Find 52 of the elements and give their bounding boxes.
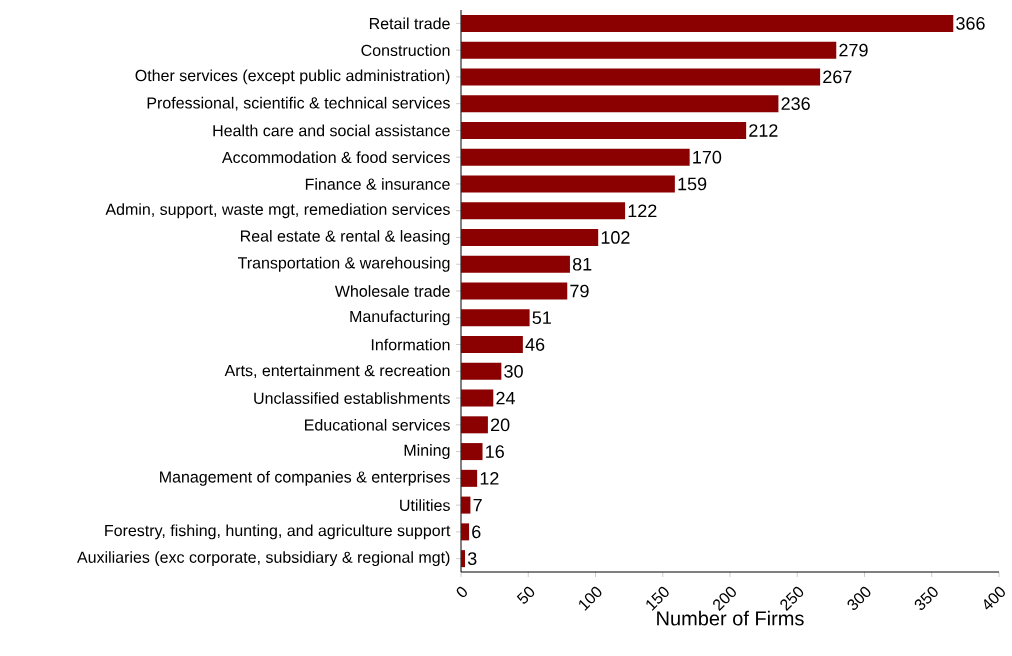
data-label: 16 [486,445,504,458]
data-label: 102 [601,231,630,244]
data-label: 267 [823,70,852,84]
data-label: 46 [525,338,545,351]
y-tick-label: Management of companies & enterprises [160,470,450,486]
x-tick-label: 250 [780,586,804,612]
x-tick-label: 400 [984,586,1005,610]
y-tick-label: Finance & insurance [305,178,450,190]
y-tick-label: Transportation & warehousing [237,256,450,272]
y-tick-label: Admin, support, waste mgt, remediation services [105,203,450,219]
data-label: 6 [472,525,481,539]
x-tick-label: 200 [713,586,736,612]
data-label: 20 [491,418,510,432]
data-label: 159 [678,177,707,191]
x-tick-label: 50 [516,586,535,604]
y-tick-label: Construction [361,44,450,57]
x-axis-title: Number of Firms [657,610,804,626]
y-tick-label: Retail trade [369,17,450,30]
data-label: 212 [749,124,778,137]
x-tick-label: 300 [847,586,871,610]
data-label: 366 [956,17,985,30]
data-label: 279 [839,43,868,57]
y-tick-label: Educational services [305,418,450,431]
data-label: 236 [781,97,810,111]
y-tick-label: Forestry, fishing, hunting, and agriculture support [105,524,451,540]
y-tick-label: Unclassified establishments [254,392,450,404]
y-tick-label: Wholesale trade [334,285,450,297]
x-tick-label: 350 [914,586,938,610]
x-tick-label: 100 [579,586,602,611]
y-tick-label: Arts, entertainment & recreation [224,364,450,379]
y-tick-label: Utilities [400,499,450,511]
data-label: 170 [693,150,722,164]
y-tick-label: Accommodation & food services [221,151,450,164]
x-tick-label: 150 [646,586,669,611]
y-tick-label: Real estate & rental & leasing [240,230,450,245]
data-label: 30 [504,364,523,378]
y-tick-label: Mining [404,444,450,460]
x-tick-label: 0 [456,586,467,598]
data-label: 81 [572,257,592,271]
y-tick-label: Manufacturing [350,310,450,326]
data-label: 79 [570,284,589,298]
data-label: 12 [480,472,499,485]
y-tick-label: Information [371,338,450,351]
y-tick-label: Professional, scientific & technical services [147,96,450,111]
data-label: 3 [467,552,477,565]
y-tick-label: Health care and social assistance [213,124,450,137]
data-label: 24 [496,391,515,405]
data-label: 7 [473,498,482,512]
data-label: 51 [532,311,551,325]
data-label: 122 [628,204,657,217]
y-tick-label: Auxiliaries (exc corporate, subsidiary & regional mgt) [77,551,450,567]
y-tick-label: Other services (except public administration) [135,69,450,85]
